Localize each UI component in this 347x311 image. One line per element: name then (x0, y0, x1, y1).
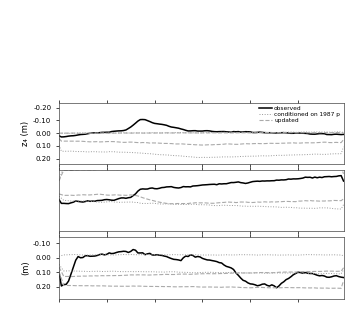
observed (141, 118, 145, 121)
updated (334, 141, 338, 144)
observed (337, 132, 341, 136)
updated (57, 137, 61, 140)
conditioned on 1987 p (57, 131, 61, 135)
Line: updated: updated (59, 138, 344, 145)
conditioned on 1987 p (337, 130, 341, 134)
conditioned on 1987 p (341, 131, 346, 134)
observed (136, 119, 140, 123)
updated (217, 143, 221, 146)
Y-axis label: (m): (m) (21, 261, 30, 275)
Legend: observed, conditioned on 1987 p, updated: observed, conditioned on 1987 p, updated (258, 105, 341, 124)
Line: observed: observed (59, 119, 344, 137)
observed (287, 131, 291, 135)
observed (220, 130, 224, 133)
updated (200, 143, 204, 147)
conditioned on 1987 p (119, 131, 123, 135)
updated (284, 141, 288, 145)
conditioned on 1987 p (284, 130, 288, 134)
conditioned on 1987 p (255, 131, 260, 134)
updated (341, 138, 346, 142)
observed (258, 130, 262, 134)
conditioned on 1987 p (59, 132, 64, 135)
updated (117, 140, 121, 144)
updated (134, 141, 138, 144)
observed (341, 132, 346, 136)
conditioned on 1987 p (136, 131, 140, 135)
observed (59, 135, 64, 139)
Line: conditioned on 1987 p: conditioned on 1987 p (59, 132, 344, 133)
conditioned on 1987 p (217, 131, 221, 134)
conditioned on 1987 p (334, 130, 338, 134)
observed (119, 129, 123, 133)
updated (255, 142, 260, 145)
observed (57, 134, 61, 138)
Y-axis label: z₄ (m): z₄ (m) (21, 121, 30, 146)
